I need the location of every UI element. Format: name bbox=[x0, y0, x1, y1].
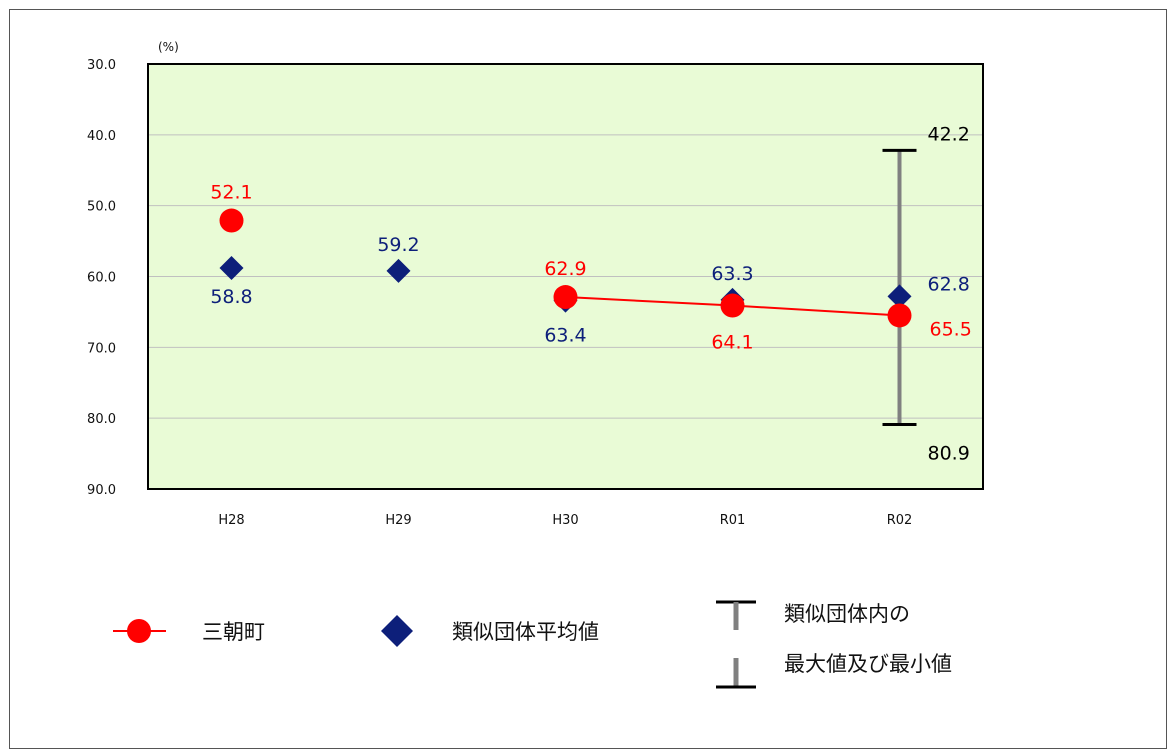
town-point bbox=[219, 208, 244, 233]
y-tick-label: 90.0 bbox=[87, 483, 116, 498]
town-data-label: 62.9 bbox=[544, 258, 586, 280]
x-tick-label: H29 bbox=[385, 513, 411, 528]
avg-data-label: 63.4 bbox=[544, 325, 586, 347]
range-min-label: 80.9 bbox=[928, 443, 970, 465]
x-tick-label: R02 bbox=[887, 513, 913, 528]
legend-avg-marker bbox=[381, 615, 413, 647]
legend-town-label: 三朝町 bbox=[202, 620, 265, 644]
avg-point bbox=[386, 258, 411, 283]
x-tick-label: R01 bbox=[720, 513, 746, 528]
y-tick-label: 70.0 bbox=[87, 341, 116, 356]
data-labels: 42.2 80.9 58.8 59.2 63.4 63.3 62.8 52.1 62.9 64.1… bbox=[210, 123, 971, 464]
town-data-label: 64.1 bbox=[711, 332, 753, 354]
legend-range-label-1: 類似団体内の bbox=[784, 602, 910, 626]
y-tick-label: 30.0 bbox=[87, 58, 116, 73]
town-point bbox=[887, 303, 912, 328]
avg-data-label: 62.8 bbox=[928, 273, 970, 295]
x-tick-label: H30 bbox=[552, 513, 578, 528]
y-tick-label: 50.0 bbox=[87, 200, 116, 215]
plot-border bbox=[147, 63, 984, 490]
range-max-label: 42.2 bbox=[928, 123, 970, 145]
x-axis-ticks: H28 H29 H30 R01 R02 bbox=[218, 513, 912, 528]
x-tick-label: H28 bbox=[218, 513, 244, 528]
town-point bbox=[720, 293, 745, 318]
y-tick-label: 40.0 bbox=[87, 129, 116, 144]
avg-point bbox=[887, 284, 912, 309]
legend-range-label-2: 最大値及び最小値 bbox=[784, 652, 952, 676]
y-axis-unit: (%) bbox=[158, 40, 179, 54]
y-tick-label: 60.0 bbox=[87, 271, 116, 286]
town-data-label: 52.1 bbox=[210, 182, 252, 204]
avg-point bbox=[219, 256, 244, 280]
y-tick-label: 80.0 bbox=[87, 412, 116, 427]
avg-data-label: 59.2 bbox=[377, 234, 419, 256]
legend-town-marker bbox=[127, 619, 151, 643]
town-point bbox=[553, 285, 578, 310]
legend: 三朝町 類似団体平均値 類似団体内の 最大値及び最小値 bbox=[113, 600, 952, 689]
gridlines bbox=[148, 134, 983, 419]
legend-avg-label: 類似団体平均値 bbox=[452, 620, 599, 644]
series-town bbox=[219, 208, 912, 328]
avg-data-label: 63.3 bbox=[711, 263, 753, 285]
town-data-label: 65.5 bbox=[930, 318, 972, 340]
avg-data-label: 58.8 bbox=[210, 286, 252, 308]
y-axis-ticks: 30.0 40.0 50.0 60.0 70.0 80.0 90.0 bbox=[87, 58, 116, 498]
